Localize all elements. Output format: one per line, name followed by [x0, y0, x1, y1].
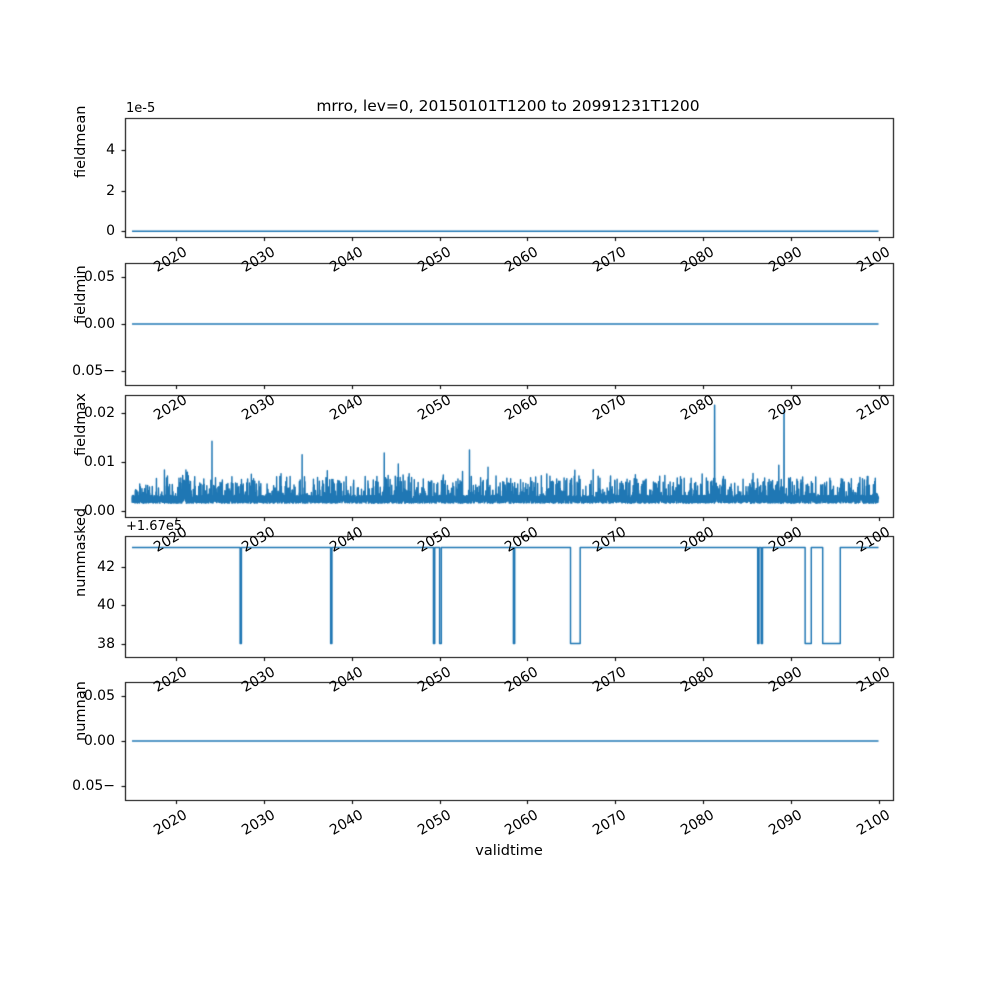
matplotlib-figure: mrro, lev=0, 20150101T1200 to 20991231T1… — [0, 0, 1000, 1000]
plot-canvas — [0, 0, 1000, 1000]
